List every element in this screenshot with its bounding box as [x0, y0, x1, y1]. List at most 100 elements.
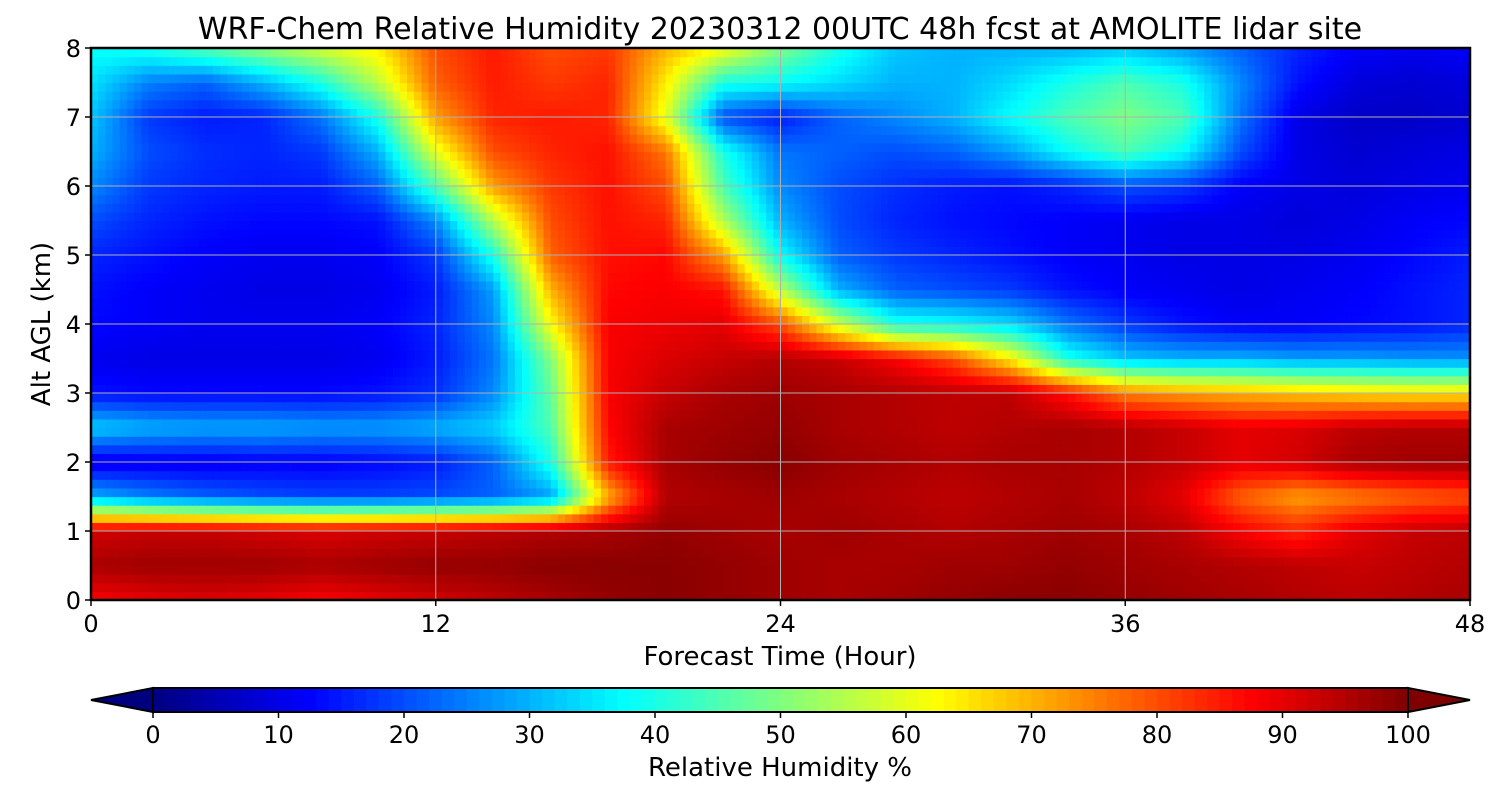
rh-cell [256, 470, 264, 480]
rh-cell [1297, 574, 1306, 584]
rh-cell [213, 401, 221, 411]
rh-cell [378, 375, 387, 385]
rh-cell [1333, 531, 1342, 541]
rh-cell [1304, 401, 1313, 411]
rh-cell [1189, 539, 1198, 549]
rh-cell [1161, 410, 1169, 420]
rh-cell [371, 418, 379, 429]
rh-cell [1182, 436, 1191, 446]
rh-cell [170, 436, 178, 446]
rh-cell [679, 591, 688, 600]
rh-cell [263, 531, 272, 541]
rh-cell [256, 444, 264, 454]
rh-cell [888, 505, 897, 515]
rh-cell [328, 531, 336, 541]
rh-cell [529, 410, 537, 420]
rh-cell [442, 418, 451, 429]
rh-cell [1311, 556, 1320, 567]
rh-cell [1247, 418, 1256, 429]
rh-cell [385, 531, 394, 541]
rh-cell [701, 470, 710, 480]
rh-cell [751, 436, 760, 446]
rh-cell [780, 582, 789, 592]
rh-cell [234, 393, 243, 403]
rh-cell [356, 591, 365, 600]
rh-cell [428, 496, 437, 506]
rh-cell [1125, 548, 1134, 558]
rh-cell [715, 470, 724, 480]
rh-cell [830, 496, 839, 506]
rh-cell [170, 453, 178, 463]
rh-cell [126, 384, 135, 394]
rh-cell [751, 401, 760, 411]
rh-cell [701, 375, 710, 385]
rh-cell [1197, 505, 1205, 515]
rh-cell [945, 479, 954, 489]
rh-cell [98, 487, 106, 498]
rh-cell [823, 462, 832, 472]
rh-cell [500, 462, 509, 472]
rh-cell [888, 462, 897, 472]
rh-cell [565, 418, 573, 429]
rh-cell [952, 591, 961, 600]
rh-cell [1383, 384, 1392, 394]
rh-cell [916, 418, 925, 429]
rh-cell [521, 470, 530, 480]
rh-cell [1218, 470, 1227, 480]
rh-cell [198, 565, 207, 575]
rh-cell [1189, 513, 1198, 523]
rh-cell [1326, 487, 1335, 498]
rh-cell [679, 384, 688, 394]
rh-cell [974, 582, 983, 592]
rh-cell [1297, 513, 1306, 523]
rh-cell [658, 393, 667, 403]
rh-cell [105, 565, 114, 575]
rh-cell [392, 384, 401, 394]
rh-cell [184, 418, 193, 429]
rh-cell [284, 556, 293, 567]
rh-cell [335, 582, 343, 592]
rh-cell [1276, 513, 1284, 523]
rh-cell [1218, 565, 1227, 575]
rh-cell [644, 384, 652, 394]
rh-cell [320, 384, 329, 394]
rh-cell [184, 375, 193, 385]
rh-cell [600, 522, 609, 532]
rh-cell [665, 479, 674, 489]
rh-cell [672, 513, 681, 523]
rh-cell [1024, 401, 1033, 411]
rh-cell [600, 384, 609, 394]
rh-cell [464, 565, 473, 575]
rh-cell [442, 410, 451, 420]
rh-cell [299, 522, 308, 532]
rh-cell [988, 556, 997, 567]
rh-cell [816, 548, 825, 558]
rh-cell [335, 401, 343, 411]
rh-cell [213, 522, 221, 532]
rh-cell [1168, 470, 1177, 480]
rh-cell [852, 479, 861, 489]
rh-cell [1146, 574, 1155, 584]
rh-cell [220, 556, 229, 567]
rh-cell [1060, 522, 1069, 532]
rh-cell [1247, 591, 1256, 600]
rh-cell [773, 548, 782, 558]
rh-cell [263, 582, 272, 592]
rh-cell [464, 479, 473, 489]
rh-cell [407, 574, 415, 584]
rh-cell [1311, 513, 1320, 523]
rh-cell [414, 384, 422, 394]
rh-cell [1311, 574, 1320, 584]
rh-cell [780, 375, 789, 385]
rh-cell [895, 384, 904, 394]
rh-cell [1175, 513, 1184, 523]
rh-cell [1039, 591, 1047, 600]
rh-cell [349, 401, 358, 411]
rh-cell [371, 444, 379, 454]
rh-cell [1218, 496, 1227, 506]
rh-cell [931, 565, 940, 575]
rh-cell [155, 436, 164, 446]
rh-cell [435, 393, 444, 403]
rh-cell [1153, 513, 1162, 523]
rh-cell [902, 462, 911, 472]
